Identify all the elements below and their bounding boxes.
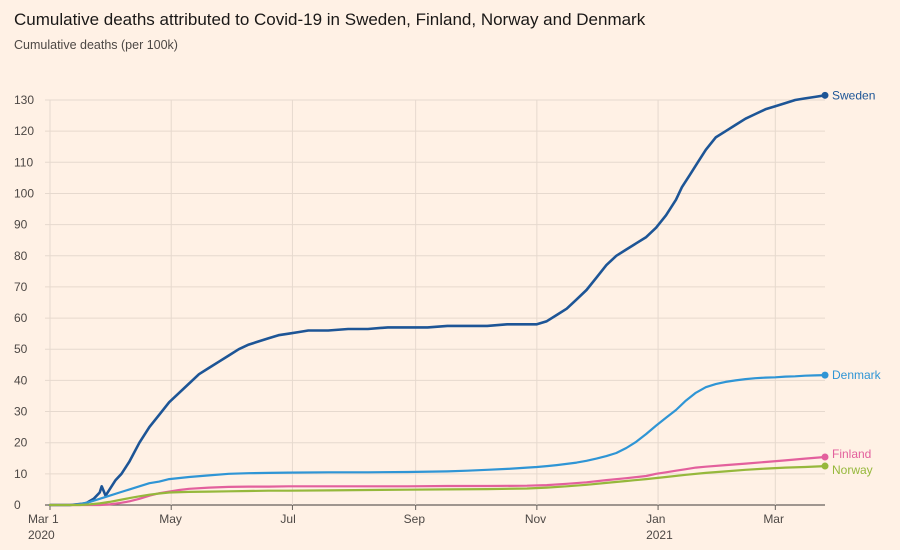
y-tick-label: 100: [14, 186, 34, 200]
series-line-sweden: [48, 94, 827, 507]
y-tick-label: 30: [14, 405, 28, 419]
x-tick-label: May: [159, 512, 182, 526]
series-labels: Sweden Denmark Finland Norway: [832, 88, 882, 477]
x-tick-sublabel: 2020: [28, 528, 55, 542]
series-line-denmark: [48, 374, 827, 507]
series-endpoint-denmark: [821, 371, 829, 379]
grid-lines: [45, 99, 825, 510]
y-tick-label: 80: [14, 249, 28, 263]
series-line-finland: [48, 455, 827, 507]
series-line-norway: [48, 465, 827, 507]
x-tick-label: Jul: [280, 512, 295, 526]
series-lines: [48, 91, 829, 507]
x-tick-label: Mar: [763, 512, 784, 526]
y-tick-label: 120: [14, 124, 34, 138]
x-axis-ticks: Mar 1 2020 May Jul Sep Nov Jan 2021 Mar: [28, 512, 784, 542]
y-tick-label: 110: [14, 155, 33, 169]
y-tick-label: 70: [14, 280, 28, 294]
y-tick-label: 60: [14, 311, 28, 325]
x-tick-label: Jan: [646, 512, 665, 526]
y-axis-ticks: 0 10 20 30 40 50 60 70 80 90 100 110 120 130: [14, 93, 34, 512]
y-tick-label: 20: [14, 436, 28, 450]
series-label-sweden: Sweden: [832, 88, 875, 102]
y-tick-label: 40: [14, 373, 28, 387]
chart-title: Cumulative deaths attributed to Covid-19…: [14, 10, 646, 29]
y-axis-title: Cumulative deaths (per 100k): [14, 38, 178, 52]
series-label-norway: Norway: [832, 463, 873, 477]
series-label-finland: Finland: [832, 447, 871, 461]
series-endpoint-norway: [821, 462, 829, 470]
x-tick-label: Nov: [525, 512, 546, 526]
series-endpoint-finland: [821, 453, 829, 461]
y-tick-label: 90: [14, 218, 28, 232]
y-tick-label: 0: [14, 498, 21, 512]
series-label-denmark: Denmark: [832, 368, 882, 382]
x-tick-label: Sep: [404, 512, 426, 526]
y-tick-label: 50: [14, 342, 28, 356]
x-tick-sublabel: 2021: [646, 528, 673, 542]
y-tick-label: 130: [14, 93, 34, 107]
x-tick-label: Mar 1: [28, 512, 59, 526]
y-tick-label: 10: [14, 467, 28, 481]
series-endpoint-sweden: [821, 91, 829, 99]
